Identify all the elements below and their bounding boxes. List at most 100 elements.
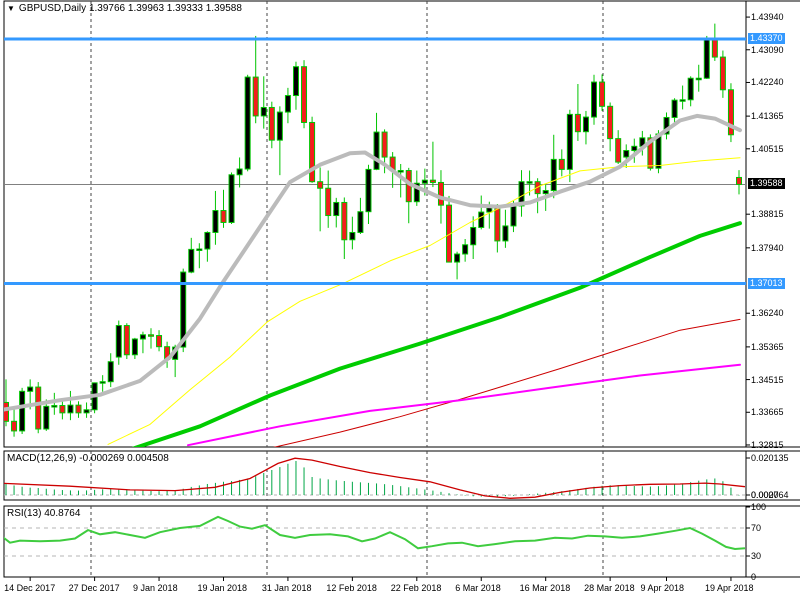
bull-candle[interactable]	[51, 405, 58, 408]
bull-candle[interactable]	[365, 168, 372, 213]
bear-candle[interactable]	[727, 89, 734, 136]
bull-candle[interactable]	[502, 225, 509, 242]
bull-candle[interactable]	[99, 381, 106, 384]
bull-candle[interactable]	[180, 271, 187, 348]
bull-candle[interactable]	[204, 231, 211, 250]
sma-long-red[interactable]	[270, 318, 741, 448]
bear-candle[interactable]	[123, 325, 130, 356]
bull-candle[interactable]	[27, 386, 34, 392]
bull-candle[interactable]	[276, 111, 283, 141]
sma-longest-magenta[interactable]	[187, 363, 741, 447]
bull-candle[interactable]	[526, 181, 533, 184]
date-axis-label: 22 Feb 2018	[390, 583, 442, 593]
bull-candle[interactable]	[67, 404, 74, 414]
bull-candle[interactable]	[131, 338, 138, 356]
bull-candle[interactable]	[695, 77, 702, 81]
bull-candle[interactable]	[421, 179, 428, 184]
bull-candle[interactable]	[292, 66, 299, 97]
bear-candle[interactable]	[147, 334, 154, 337]
bull-candle[interactable]	[115, 325, 122, 358]
bear-candle[interactable]	[711, 37, 718, 58]
bear-candle[interactable]	[437, 181, 444, 206]
rsi-indicator-label: RSI(13) 40.8764	[7, 508, 80, 519]
sma-slow-green[interactable]	[131, 221, 742, 448]
panel-border	[3, 450, 747, 501]
bull-candle[interactable]	[462, 244, 469, 255]
bull-candle[interactable]	[357, 211, 364, 233]
bear-candle[interactable]	[341, 201, 348, 241]
bull-candle[interactable]	[236, 168, 243, 176]
bull-candle[interactable]	[228, 174, 235, 223]
bull-candle[interactable]	[83, 409, 90, 414]
bull-candle[interactable]	[566, 113, 573, 170]
bull-candle[interactable]	[244, 76, 251, 170]
bull-candle[interactable]	[413, 182, 420, 203]
bear-candle[interactable]	[494, 206, 501, 242]
symbol-dropdown-icon[interactable]: ▼	[7, 4, 15, 13]
bull-candle[interactable]	[349, 231, 356, 241]
rsi-name: RSI(13)	[7, 508, 42, 519]
bear-candle[interactable]	[599, 81, 606, 107]
bear-candle[interactable]	[268, 106, 275, 141]
bull-candle[interactable]	[591, 81, 598, 118]
bear-candle[interactable]	[574, 113, 581, 133]
bull-candle[interactable]	[679, 99, 686, 102]
bull-candle[interactable]	[107, 361, 114, 383]
bull-candle[interactable]	[260, 106, 267, 117]
bull-candle[interactable]	[582, 116, 589, 133]
bear-candle[interactable]	[317, 181, 324, 189]
bear-candle[interactable]	[647, 137, 654, 169]
support-line-price-tag[interactable]: 1.37013	[748, 277, 785, 289]
price-axis-label: 1.37940	[751, 242, 784, 253]
bear-candle[interactable]	[11, 420, 18, 432]
panel-border	[3, 0, 747, 448]
bear-candle[interactable]	[309, 121, 316, 183]
bear-candle[interactable]	[429, 179, 436, 183]
bull-candle[interactable]	[631, 145, 638, 152]
bull-candle[interactable]	[518, 181, 525, 207]
bull-candle[interactable]	[19, 390, 26, 432]
bull-candle[interactable]	[284, 95, 291, 113]
bear-candle[interactable]	[35, 386, 42, 430]
bull-candle[interactable]	[550, 158, 557, 192]
bear-candle[interactable]	[59, 405, 66, 414]
price-axis-label: 1.38815	[751, 209, 784, 220]
bear-candle[interactable]	[607, 105, 614, 140]
bear-candle[interactable]	[301, 66, 308, 123]
bull-candle[interactable]	[478, 211, 485, 228]
bull-candle[interactable]	[470, 226, 477, 246]
bear-candle[interactable]	[252, 76, 259, 117]
bear-candle[interactable]	[325, 187, 332, 217]
bull-candle[interactable]	[623, 150, 630, 158]
bull-candle[interactable]	[333, 201, 340, 217]
bear-candle[interactable]	[558, 158, 565, 170]
bear-candle[interactable]	[75, 404, 82, 414]
bull-candle[interactable]	[212, 210, 219, 233]
bear-candle[interactable]	[381, 131, 388, 158]
bear-candle[interactable]	[220, 210, 227, 223]
bull-candle[interactable]	[663, 116, 670, 135]
bull-candle[interactable]	[139, 334, 146, 340]
bear-candle[interactable]	[4, 401, 9, 422]
resistance-line-price-tag[interactable]: 1.43370	[748, 33, 785, 44]
bull-candle[interactable]	[454, 253, 461, 263]
bull-candle[interactable]	[196, 248, 203, 251]
bull-candle[interactable]	[43, 405, 50, 430]
bull-candle[interactable]	[510, 205, 517, 227]
indicator-axis-label: 70	[751, 523, 762, 533]
bear-candle[interactable]	[719, 56, 726, 91]
bear-candle[interactable]	[736, 176, 743, 185]
bull-candle[interactable]	[373, 131, 380, 170]
bull-candle[interactable]	[542, 190, 549, 195]
bear-candle[interactable]	[615, 138, 622, 163]
bull-candle[interactable]	[671, 99, 678, 118]
bull-candle[interactable]	[188, 248, 195, 273]
bull-candle[interactable]	[397, 170, 404, 173]
bull-candle[interactable]	[687, 77, 694, 101]
bull-candle[interactable]	[703, 37, 710, 79]
sma-fast-gray[interactable]	[0, 113, 742, 412]
bear-candle[interactable]	[156, 335, 163, 348]
sma-mid-yellow[interactable]	[107, 157, 741, 445]
